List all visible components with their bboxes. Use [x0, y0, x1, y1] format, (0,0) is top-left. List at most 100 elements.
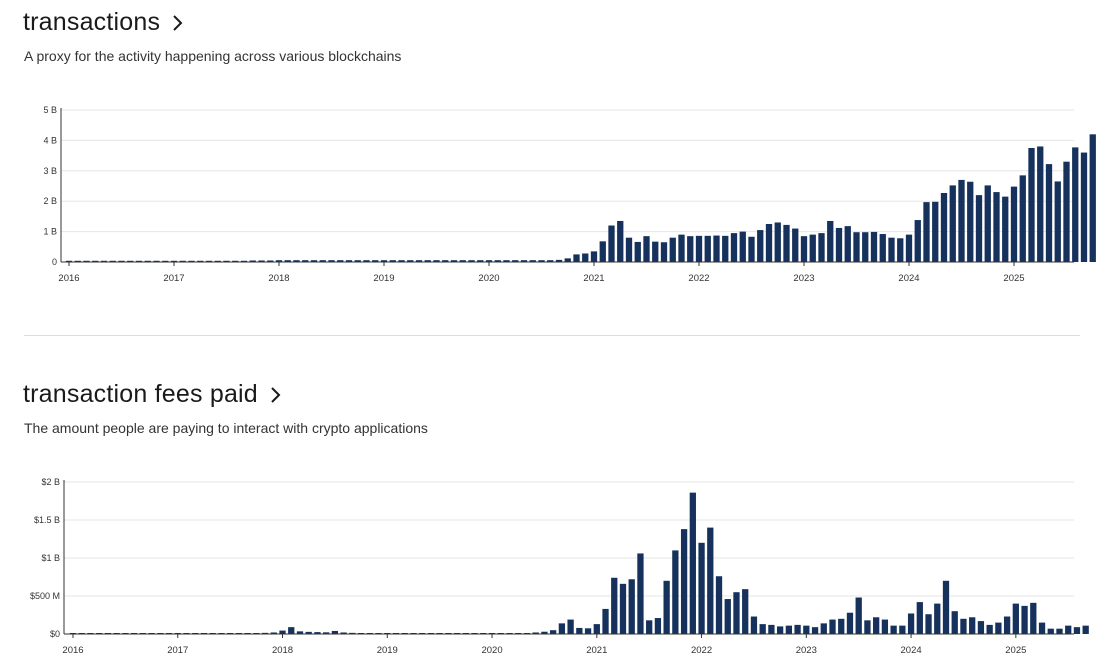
- bar: [384, 633, 391, 634]
- bar: [567, 619, 574, 634]
- bar: [453, 633, 461, 634]
- bar: [427, 633, 435, 634]
- bar: [722, 235, 729, 262]
- bar: [925, 614, 932, 634]
- bar: [897, 238, 904, 262]
- x-tick-label: 2019: [377, 645, 398, 656]
- bar: [1012, 603, 1019, 634]
- x-tick-label: 2020: [478, 273, 499, 284]
- bar: [619, 583, 627, 634]
- bar: [932, 201, 939, 262]
- bar: [695, 235, 703, 262]
- bar: [96, 633, 103, 634]
- bar: [1080, 152, 1088, 262]
- bar: [838, 618, 845, 634]
- bar: [698, 542, 705, 634]
- bar: [92, 260, 99, 262]
- bar: [748, 236, 755, 262]
- bar: [340, 632, 347, 634]
- bar: [730, 233, 738, 262]
- bar: [401, 633, 408, 634]
- bar: [1047, 628, 1054, 634]
- bar: [258, 260, 265, 262]
- bar: [83, 260, 90, 262]
- bar: [275, 260, 283, 262]
- bar: [69, 633, 77, 634]
- bar: [267, 260, 274, 262]
- x-tick-label: 2023: [796, 645, 817, 656]
- bar: [523, 633, 531, 634]
- bar: [1056, 628, 1063, 634]
- bar: [1019, 175, 1026, 262]
- bar: [100, 260, 108, 262]
- x-tick-label: 2016: [58, 273, 79, 284]
- bar: [122, 633, 129, 634]
- bar: [625, 237, 633, 262]
- bar: [410, 633, 417, 634]
- bar: [389, 260, 396, 262]
- bar: [687, 236, 694, 262]
- bar: [785, 625, 793, 634]
- bar: [1003, 616, 1011, 634]
- transaction-fees-title-link[interactable]: transaction fees paid: [23, 380, 284, 409]
- bar: [232, 260, 239, 262]
- bar: [529, 260, 536, 262]
- bar: [582, 253, 589, 262]
- bar: [188, 260, 195, 262]
- bar: [244, 633, 251, 634]
- bar: [1045, 164, 1053, 262]
- bar: [1030, 602, 1037, 634]
- x-tick-label: 2016: [62, 645, 83, 656]
- bar: [870, 231, 878, 262]
- bar: [853, 232, 860, 262]
- transactions-title-link[interactable]: transactions: [23, 8, 186, 37]
- bar: [975, 195, 983, 262]
- bar: [715, 576, 723, 634]
- bar: [888, 237, 895, 262]
- bar: [74, 260, 81, 262]
- bar: [305, 631, 312, 634]
- bar: [590, 251, 598, 262]
- bar: [733, 592, 740, 634]
- bar: [811, 627, 819, 634]
- bar: [634, 241, 641, 262]
- bar: [916, 602, 923, 634]
- bar: [270, 632, 277, 634]
- bar: [1028, 148, 1035, 262]
- bar: [174, 633, 181, 634]
- bar: [949, 185, 956, 262]
- bar: [969, 617, 976, 634]
- bar: [942, 580, 950, 634]
- bar: [162, 260, 169, 262]
- bar: [337, 260, 344, 262]
- y-tick-label: 3 B: [43, 166, 57, 176]
- x-tick-label: 2018: [272, 645, 293, 656]
- bar: [800, 236, 808, 262]
- bar: [209, 633, 216, 634]
- bar: [65, 260, 73, 262]
- bar: [914, 220, 921, 262]
- bar: [1063, 161, 1070, 262]
- bar: [1065, 625, 1072, 634]
- y-tick-label: $0: [50, 629, 60, 639]
- bar: [433, 260, 440, 262]
- x-tick-label: 2019: [373, 273, 394, 284]
- x-tick-label: 2018: [268, 273, 289, 284]
- bar: [1021, 605, 1028, 634]
- y-tick-label: $1 B: [41, 553, 60, 563]
- bar: [284, 260, 291, 262]
- bar: [1037, 146, 1044, 262]
- bar: [555, 259, 563, 262]
- x-tick-label: 2025: [1003, 273, 1024, 284]
- bar: [113, 633, 120, 634]
- bar: [724, 599, 731, 634]
- bar: [235, 633, 243, 634]
- bar: [890, 625, 897, 634]
- bar: [547, 260, 554, 262]
- x-tick-label: 2024: [898, 273, 919, 284]
- bar: [573, 254, 580, 262]
- x-tick-label: 2025: [1005, 645, 1026, 656]
- bar: [261, 632, 269, 634]
- bar: [995, 622, 1002, 634]
- x-tick-label: 2021: [583, 273, 604, 284]
